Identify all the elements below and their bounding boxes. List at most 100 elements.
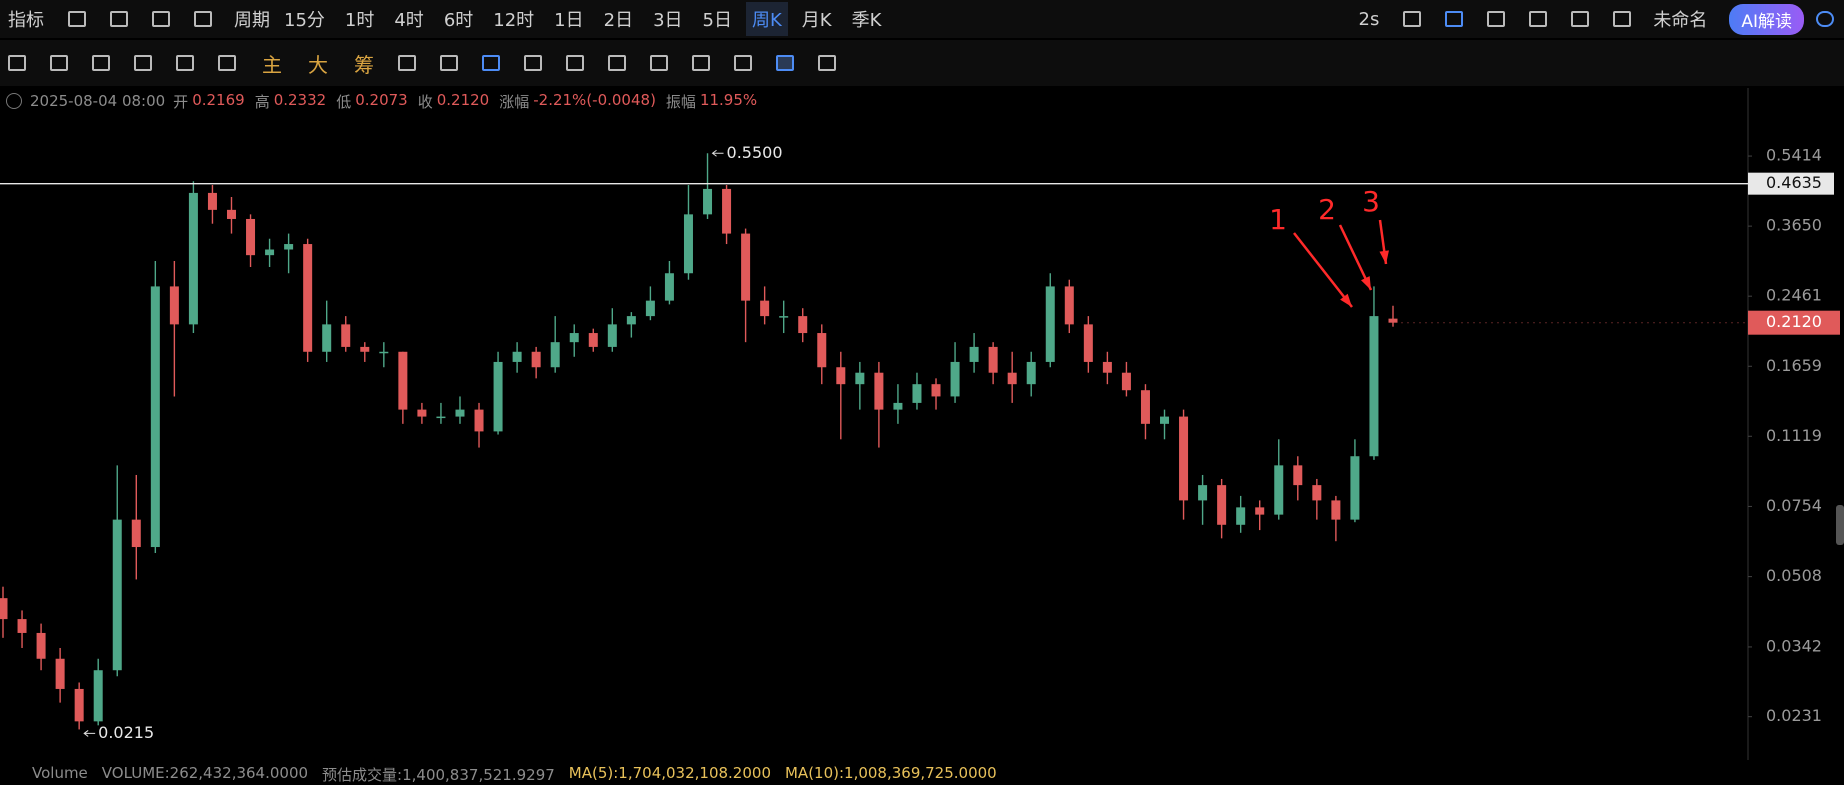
candle-body (855, 372, 865, 385)
candle-body (1236, 507, 1246, 525)
pen-tool[interactable] (566, 55, 584, 71)
volume-field: MA(10):1,008,369,725.0000 (784, 764, 997, 782)
layout-save-icon[interactable] (1529, 11, 1548, 27)
period-menu[interactable]: 周期 (234, 10, 270, 31)
fullscreen-icon[interactable] (1613, 11, 1632, 27)
candle-body (893, 402, 903, 410)
field-label: 振幅 (665, 92, 696, 111)
collapse-icon[interactable] (6, 93, 22, 109)
candle-body (1369, 316, 1379, 457)
candle-body (1217, 485, 1227, 525)
y-tick-label: 0.1659 (1766, 356, 1822, 375)
interval-list: 15分 1时 4时 6时 12时 1日 2日 3日 5日 周K 月K 季K (270, 2, 887, 36)
candle-body (1198, 485, 1208, 501)
annotation-label: 1 (1269, 203, 1287, 236)
interval-button[interactable]: 1日 (554, 10, 584, 31)
overlay-button[interactable]: 大 (308, 52, 328, 77)
refresh-rate[interactable]: 2s (1358, 8, 1380, 30)
last-price-bg (1748, 310, 1840, 335)
interval-button[interactable]: 周K (745, 2, 788, 36)
overlay-button[interactable]: 筹 (354, 52, 374, 77)
layout-name[interactable]: 未命名 (1653, 10, 1708, 31)
ray-tool[interactable] (92, 55, 110, 71)
candle-body (550, 342, 560, 368)
interval-button[interactable]: 月K (801, 10, 832, 31)
candle-style-icon[interactable] (194, 11, 212, 27)
candle-body (607, 324, 617, 347)
min-arrow (83, 730, 96, 737)
interval-button[interactable]: 1时 (344, 10, 375, 31)
replay-icon[interactable] (152, 11, 170, 27)
interval-button[interactable]: 12时 (493, 10, 535, 31)
magnet-tool[interactable] (734, 55, 752, 71)
y-tick-label: 0.5414 (1766, 146, 1822, 165)
annotation-arrow (1293, 232, 1353, 308)
add-icon[interactable] (1487, 11, 1506, 27)
max-arrow (711, 149, 724, 157)
interval-button[interactable]: 4时 (394, 10, 424, 31)
candle-body (455, 409, 465, 417)
interval-button[interactable]: 2日 (603, 10, 634, 31)
scroll-handle[interactable] (1836, 505, 1844, 545)
ruler-tool[interactable] (524, 55, 542, 71)
drawing-toolbar: 主大筹 (0, 40, 1844, 86)
sync-tool[interactable] (398, 55, 416, 71)
candle-body (817, 333, 827, 368)
field-label: 开 (173, 92, 189, 111)
candle-body (322, 324, 332, 352)
camera-icon[interactable] (1403, 11, 1422, 27)
pattern-tool[interactable] (608, 55, 626, 71)
settings-icon[interactable] (1571, 11, 1590, 27)
candle-body (188, 192, 198, 325)
note-tool[interactable] (692, 55, 710, 71)
copy-tool[interactable] (482, 55, 500, 71)
filter-tool[interactable] (776, 55, 794, 71)
candle-body (150, 286, 160, 548)
candle-body (112, 519, 122, 671)
indicator-button[interactable]: 指标 (8, 10, 44, 31)
share-icon[interactable] (1816, 11, 1834, 27)
candle-body (531, 351, 541, 368)
field-label: 收 (417, 92, 433, 111)
overlay-button[interactable]: 主 (262, 52, 282, 77)
candle-body (969, 346, 979, 362)
candle-body (1179, 416, 1189, 501)
ai-button[interactable]: AI解读 (1729, 3, 1804, 35)
top-toolbar: 指标 周期 15分 1时 4时 6时 12时 1日 2日 3日 5日 周K 月K 季K 2s 未命名 … (0, 0, 1844, 38)
candle-body (874, 372, 884, 410)
arrow-tool[interactable] (176, 55, 194, 71)
interval-button[interactable]: 15分 (284, 10, 325, 31)
interval-button[interactable]: 3日 (653, 10, 683, 31)
measure-tool[interactable] (440, 55, 458, 71)
calendar-icon[interactable] (68, 11, 86, 27)
candle-body (645, 300, 655, 317)
price-chart: 0.5414 0.3650 0.2461 0.1659 0.1119 0.0754 0.05… (0, 88, 1844, 760)
candle-body (1083, 324, 1093, 362)
candle-body (284, 244, 294, 250)
range-tool[interactable] (134, 55, 152, 71)
candle-body (683, 214, 693, 274)
candle-body (512, 351, 522, 362)
y-tick-label: 0.0231 (1766, 706, 1822, 725)
candle-body (1388, 318, 1398, 323)
delete-tool[interactable] (818, 55, 836, 71)
layout-icon[interactable] (110, 11, 128, 27)
candle-body (379, 351, 389, 354)
candle-body (207, 192, 217, 210)
line-tool[interactable] (8, 55, 26, 71)
hline-tool[interactable] (50, 55, 68, 71)
clip-tool[interactable] (650, 55, 668, 71)
candle-body (1121, 372, 1131, 391)
candle-body (931, 384, 941, 397)
interval-button[interactable]: 6时 (443, 10, 474, 31)
ohlc-fields: 开 0.2169 高 0.2332 低 0.2073 收 0.2120 涨幅 -2.21%(-0.… (173, 91, 767, 112)
candle-body (1160, 416, 1170, 424)
candle-body (1026, 361, 1036, 385)
candle-body (1255, 507, 1265, 515)
max-label: 0.5500 (727, 143, 783, 162)
more-tool[interactable] (218, 55, 236, 71)
field-value: 0.2120 (436, 90, 490, 109)
interval-button[interactable]: 季K (851, 10, 882, 31)
draw-icon[interactable] (1445, 11, 1464, 27)
interval-button[interactable]: 5日 (702, 10, 732, 31)
